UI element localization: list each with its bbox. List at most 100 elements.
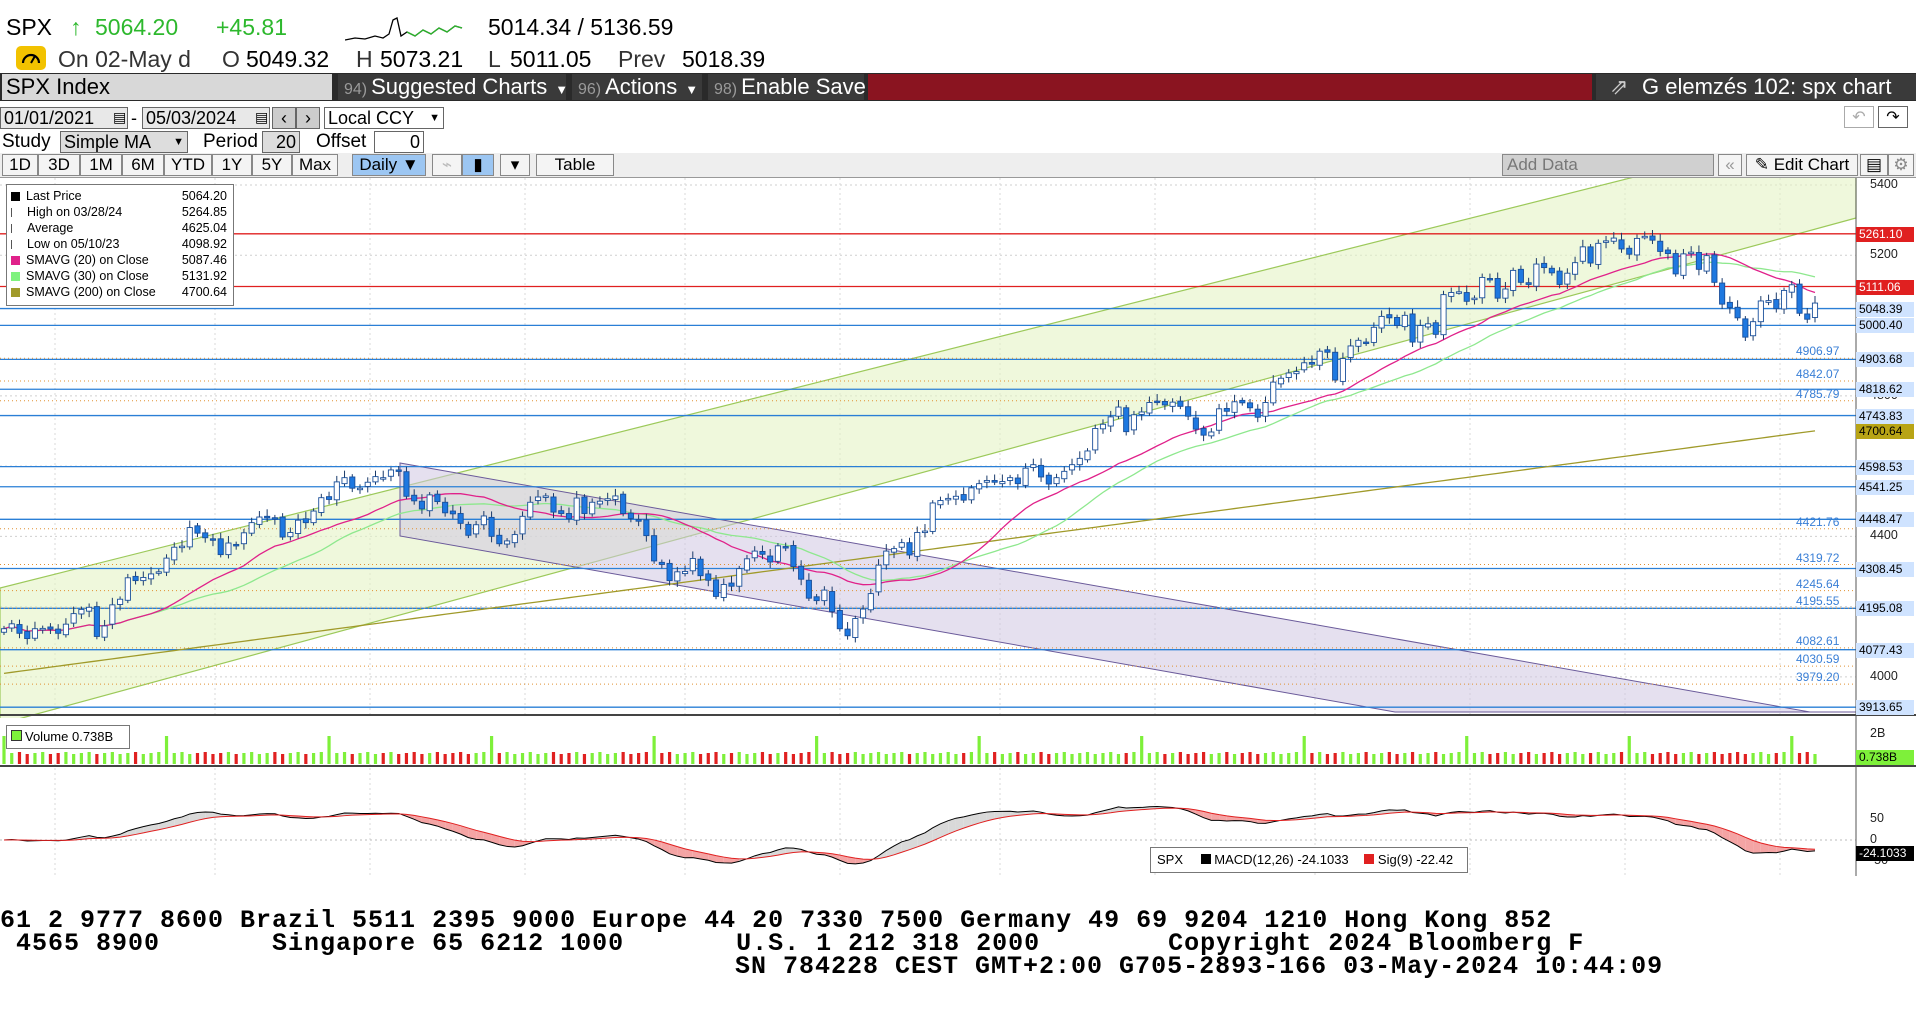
study-select[interactable]: Simple MA ▼ bbox=[60, 131, 188, 153]
volume-bar bbox=[64, 752, 68, 764]
macd-histogram-area bbox=[174, 816, 183, 827]
currency-select[interactable]: Local CCY ▼ bbox=[324, 107, 444, 129]
tab-range-max[interactable]: Max bbox=[292, 154, 338, 176]
candle bbox=[78, 608, 85, 615]
collapse-icon[interactable]: « bbox=[1718, 154, 1742, 176]
candle bbox=[1572, 262, 1579, 275]
redo-icon[interactable]: ↷ bbox=[1878, 106, 1908, 128]
add-data-field[interactable]: Add Data bbox=[1502, 154, 1714, 176]
candle bbox=[1657, 240, 1664, 252]
candle bbox=[318, 497, 325, 513]
volume-bar bbox=[753, 753, 757, 764]
tab-range-1y[interactable]: 1Y bbox=[212, 154, 252, 176]
enable-save-button[interactable]: 98) Enable Save bbox=[708, 74, 866, 100]
candle bbox=[225, 542, 232, 556]
candle bbox=[1301, 362, 1308, 371]
volume-bar bbox=[141, 754, 145, 764]
candle bbox=[1216, 408, 1223, 431]
macd-histogram-area bbox=[770, 849, 778, 857]
volume-bar bbox=[1488, 754, 1492, 764]
calendar-icon[interactable]: ▤ bbox=[113, 109, 127, 125]
tab-range-3d[interactable]: 3D bbox=[38, 154, 80, 176]
legend-item[interactable]: SMAVG (200) on Close 4700.64 bbox=[11, 284, 233, 300]
candle bbox=[86, 606, 93, 612]
candle bbox=[480, 515, 487, 526]
legend-item[interactable]: Low on 05/10/23 4098.92 bbox=[11, 236, 233, 252]
chart-type-dropdown[interactable]: ▾ bbox=[500, 154, 530, 176]
candle bbox=[1130, 414, 1137, 431]
volume-bar bbox=[273, 752, 277, 764]
frequency-select[interactable]: Daily ▼ bbox=[352, 154, 426, 176]
volume-bar bbox=[1542, 753, 1546, 764]
next-period-button[interactable]: › bbox=[296, 107, 320, 129]
security-field[interactable]: SPX Index bbox=[2, 74, 332, 100]
bar-chart-icon[interactable]: ▮ bbox=[462, 154, 494, 176]
volume-bar bbox=[683, 753, 687, 764]
macd-histogram-area bbox=[955, 816, 964, 831]
volume-bar bbox=[815, 736, 819, 764]
start-date-field[interactable]: 01/01/2021 bbox=[0, 107, 128, 129]
volume-bar bbox=[969, 752, 974, 764]
actions-button[interactable]: 96) Actions ▼ bbox=[572, 74, 702, 100]
volume-bar bbox=[1736, 752, 1740, 764]
volume-bar bbox=[892, 753, 896, 764]
volume-bar bbox=[10, 753, 14, 764]
legend-item[interactable]: High on 03/28/24 5264.85 bbox=[11, 204, 233, 220]
legend-item[interactable]: Average 4625.04 bbox=[11, 220, 233, 236]
candle bbox=[1339, 358, 1346, 382]
candle bbox=[1510, 269, 1517, 291]
gear-icon[interactable]: ⚙ bbox=[1888, 154, 1914, 176]
undo-icon[interactable]: ↶ bbox=[1844, 106, 1874, 128]
candle bbox=[1246, 402, 1254, 409]
edit-chart-button[interactable]: ✎ Edit Chart bbox=[1746, 154, 1858, 176]
offset-field[interactable]: 0 bbox=[374, 131, 424, 153]
chart-title[interactable]: ⇗ G elemzés 102: spx chart bbox=[1596, 74, 1916, 100]
prev-period-button[interactable]: ‹ bbox=[272, 107, 296, 129]
candle bbox=[1695, 252, 1702, 270]
calendar-icon[interactable]: ▤ bbox=[255, 109, 269, 125]
volume-bar bbox=[1263, 753, 1268, 764]
macd-histogram-area bbox=[932, 823, 941, 841]
volume-bar bbox=[1627, 736, 1631, 764]
candle bbox=[1099, 423, 1107, 430]
macd-legend[interactable]: SPX MACD(12,26) -24.1033 Sig(9) -22.42 bbox=[1150, 847, 1468, 873]
legend-item[interactable]: SMAVG (30) on Close 5131.92 bbox=[11, 268, 233, 284]
tab-range-5y[interactable]: 5Y bbox=[252, 154, 292, 176]
volume-bar bbox=[288, 753, 292, 764]
volume-bar bbox=[428, 753, 432, 764]
volume-bar bbox=[373, 754, 378, 764]
chart-legend[interactable]: Last Price 5064.20 High on 03/28/24 5264.85… bbox=[6, 184, 234, 306]
candle bbox=[1602, 240, 1610, 243]
candle bbox=[643, 519, 650, 537]
tab-range-1m[interactable]: 1M bbox=[80, 154, 122, 176]
speedometer-icon[interactable] bbox=[16, 46, 46, 70]
candle bbox=[1564, 272, 1571, 285]
candle bbox=[1192, 417, 1199, 430]
candle bbox=[666, 562, 673, 582]
volume-bar bbox=[1527, 752, 1531, 764]
macd-histogram-area bbox=[731, 858, 740, 864]
volume-bar bbox=[17, 752, 22, 764]
tab-range-6m[interactable]: 6M bbox=[122, 154, 164, 176]
macd-histogram-area bbox=[886, 845, 895, 858]
candle bbox=[852, 618, 859, 638]
period-field[interactable]: 20 bbox=[262, 131, 300, 153]
table-button[interactable]: Table bbox=[536, 154, 614, 176]
candle bbox=[906, 542, 913, 556]
volume-bar bbox=[1047, 754, 1051, 764]
macd-histogram-area bbox=[483, 832, 492, 843]
volume-bar bbox=[1550, 752, 1554, 764]
line-chart-icon[interactable]: ⌁ bbox=[432, 154, 462, 176]
end-date-field[interactable]: 05/03/2024 bbox=[142, 107, 270, 129]
chart-settings-icon[interactable]: ▤ bbox=[1860, 154, 1888, 176]
tab-range-ytd[interactable]: YTD bbox=[164, 154, 212, 176]
volume-bar bbox=[304, 754, 308, 764]
legend-item[interactable]: SMAVG (20) on Close 5087.46 bbox=[11, 252, 233, 268]
volume-legend[interactable]: Volume 0.738B bbox=[6, 725, 130, 749]
suggested-charts-button[interactable]: 94) Suggested Charts ▼ bbox=[338, 74, 568, 100]
tab-range-1d[interactable]: 1D bbox=[2, 154, 38, 176]
legend-item[interactable]: Last Price 5064.20 bbox=[11, 188, 233, 204]
candle bbox=[612, 495, 619, 500]
candle bbox=[434, 493, 441, 503]
price-chart[interactable] bbox=[0, 178, 1916, 876]
